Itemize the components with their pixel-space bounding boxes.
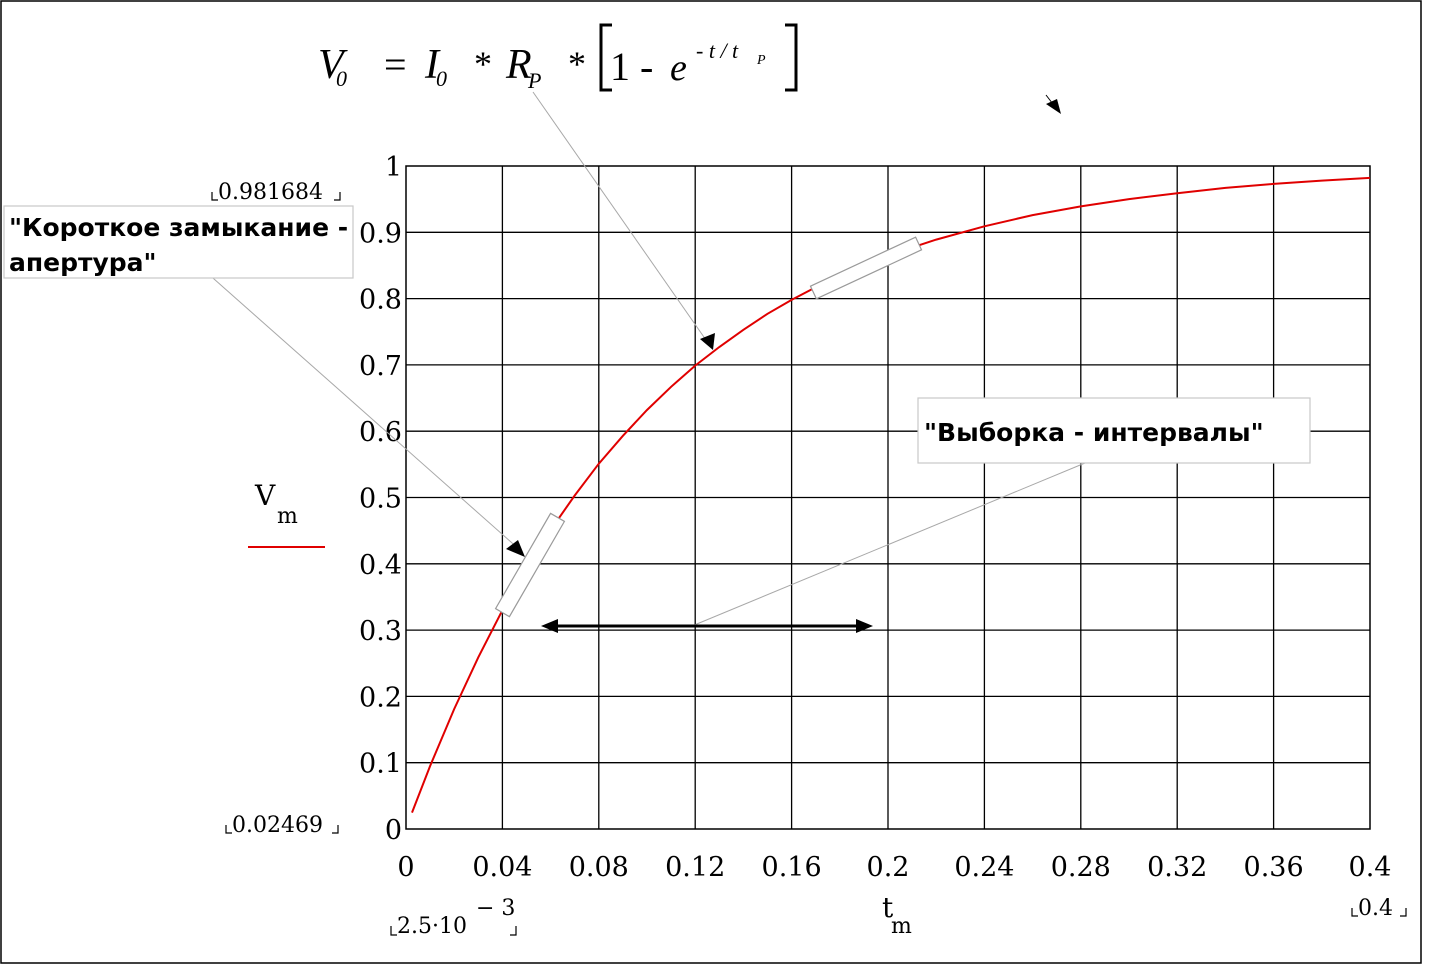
y-tick-label: 0.4 [359, 550, 402, 581]
x-tick-label: 0.32 [1147, 852, 1207, 883]
x-axis-label-sub: m [891, 914, 912, 939]
formula-r-sub: P [527, 68, 541, 93]
y-tick-label: 0.1 [359, 749, 402, 780]
plot-frame [405, 165, 1371, 830]
y-tick-label: 0.2 [359, 682, 402, 713]
aperture-arrowhead [506, 540, 525, 557]
y-tick-label: 0.8 [359, 285, 402, 316]
callout-short-circuit: "Короткое замыкание - апертура" [3, 205, 354, 279]
aperture-marker [494, 512, 566, 618]
stray-arrow [1045, 94, 1061, 114]
formula-v: V [318, 42, 348, 88]
y-tick-label: 0 [385, 815, 402, 846]
outer-border [0, 0, 1422, 964]
range-label-y-min: 0.02469 [225, 813, 339, 838]
formula-exponent: - t / t [696, 38, 739, 63]
y-axis-label: V [254, 479, 276, 512]
range-label-x-min: 2.5·10 − 3 [390, 896, 517, 939]
formula-r: R [505, 42, 532, 88]
range-label-x-min-mantissa: 2.5·10 [397, 914, 467, 939]
x-tick-label: 0.08 [569, 852, 629, 883]
callout-sampling-text: "Выборка - интервалы" [924, 418, 1264, 447]
range-label-y-max: 0.981684 [211, 180, 341, 205]
y-tick-label: 0.9 [359, 218, 402, 249]
y-tick-label: 0.7 [359, 351, 402, 382]
formula-arrowhead [700, 333, 715, 350]
formula-v-sub: 0 [336, 66, 347, 91]
x-tick-label: 0.2 [867, 852, 910, 883]
range-label-x-min-exponent: − 3 [476, 896, 515, 921]
callout-short-circuit-line2: апертура" [9, 248, 157, 277]
x-tick-label: 0.24 [954, 852, 1014, 883]
formula-exponent-sub: P [756, 53, 766, 68]
formula-multiply-2: * [568, 44, 586, 84]
series-line [411, 176, 1371, 813]
x-tick-label: 0.12 [665, 852, 725, 883]
sampling-interval-arrow [541, 619, 873, 633]
formula-i: I [424, 42, 441, 88]
y-axis-label-sub: m [277, 504, 298, 529]
y-tick-labels: 0 0.1 0.2 0.3 0.4 0.5 0.6 0.7 0.8 0.9 1 [359, 152, 402, 846]
formula-equals: = [384, 42, 407, 87]
range-label-x-max-text: 0.4 [1358, 896, 1393, 921]
formula-right-bracket [785, 23, 798, 92]
formula-left-bracket [599, 23, 612, 92]
x-axis-label: t [882, 891, 894, 924]
x-tick-label: 0.04 [472, 852, 532, 883]
y-tick-label: 1 [385, 152, 402, 183]
callout-sampling: "Выборка - интервалы" [917, 397, 1311, 464]
range-label-y-max-text: 0.981684 [218, 180, 323, 205]
y-tick-label: 0.3 [359, 616, 402, 647]
x-tick-label: 0.16 [762, 852, 822, 883]
y-tick-label: 0.6 [359, 417, 402, 448]
formula-i-sub: 0 [436, 66, 447, 91]
formula-one-minus: 1 - [610, 44, 653, 89]
x-tick-label: 0.28 [1051, 852, 1111, 883]
x-tick-labels: 0 0.04 0.08 0.12 0.16 0.2 0.24 0.28 0.32 0.36 0.4 [397, 852, 1391, 883]
range-label-x-max: 0.4 [1351, 896, 1407, 921]
formula: V 0 = I 0 * R P * 1 - e - t / t P [318, 23, 798, 93]
range-label-y-min-text: 0.02469 [232, 813, 323, 838]
x-tick-label: 0 [397, 852, 414, 883]
y-tick-label: 0.5 [359, 484, 402, 515]
sampling-marker [809, 236, 923, 300]
callout-short-circuit-line1: "Короткое замыкание - [9, 213, 348, 242]
formula-e: e [670, 47, 687, 89]
x-tick-label: 0.36 [1244, 852, 1304, 883]
leader-lines [204, 91, 1086, 627]
x-tick-label: 0.4 [1349, 852, 1392, 883]
formula-multiply-1: * [474, 44, 492, 84]
